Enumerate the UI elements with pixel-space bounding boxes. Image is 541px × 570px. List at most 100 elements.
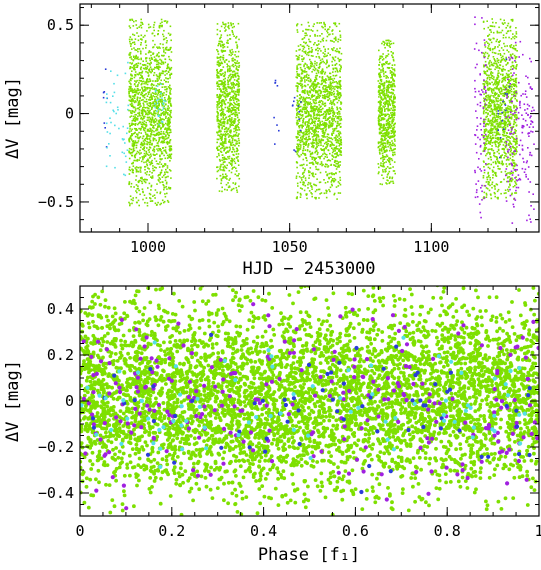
top-data-point: [169, 139, 172, 141]
top-data-point: [388, 125, 391, 127]
top-data-point: [165, 141, 168, 144]
top-data-point: [305, 112, 307, 115]
top-data-point: [223, 90, 225, 93]
top-data-point: [216, 177, 218, 180]
top-data-point: [331, 40, 334, 42]
top-data-point: [223, 86, 226, 88]
top-data-point: [486, 163, 489, 166]
top-data-point: [133, 119, 135, 122]
top-data-point: [307, 77, 309, 79]
top-data-point: [129, 103, 132, 106]
top-data-point: [321, 38, 324, 41]
top-data-point: [166, 132, 169, 134]
top-data-point: [155, 139, 157, 142]
top-data-point: [170, 109, 172, 112]
top-data-point: [331, 56, 334, 59]
top-data-point: [130, 112, 132, 114]
top-data-point: [509, 142, 512, 145]
top-data-point: [339, 76, 341, 78]
top-data-point: [498, 89, 500, 92]
top-data-point: [338, 148, 341, 151]
top-data-point: [229, 99, 231, 102]
top-data-point: [509, 105, 511, 108]
top-data-point: [236, 65, 238, 68]
top-data-point: [320, 50, 322, 52]
top-data-point: [147, 167, 149, 169]
top-data-point: [320, 162, 323, 165]
top-data-point: [307, 66, 310, 68]
top-data-point: [221, 91, 224, 94]
top-data-point: [315, 49, 317, 51]
top-data-point: [324, 94, 326, 96]
top-data-point: [320, 111, 322, 113]
top-data-point: [514, 141, 516, 143]
top-data-point: [137, 62, 140, 64]
top-data-point: [308, 171, 310, 174]
top-data-point: [500, 31, 502, 34]
top-data-point: [236, 91, 239, 93]
top-data-point: [394, 85, 396, 88]
top-data-point: [307, 126, 310, 128]
top-data-point: [230, 23, 233, 26]
top-data-point: [165, 88, 168, 91]
top-data-point: [152, 148, 155, 150]
top-data-point: [221, 157, 224, 159]
top-data-point: [302, 114, 304, 116]
top-data-point: [163, 137, 165, 140]
top-data-point: [152, 95, 154, 97]
top-data-point: [334, 22, 337, 25]
top-data-point: [138, 26, 140, 28]
top-data-point: [335, 152, 337, 155]
top-data-point: [236, 191, 239, 193]
top-data-point: [140, 76, 142, 79]
top-data-point: [230, 69, 233, 72]
top-data-point: [332, 99, 335, 102]
top-data-point: [318, 119, 320, 122]
top-data-point: [338, 60, 341, 63]
top-data-point: [310, 60, 312, 63]
top-data-point: [498, 107, 501, 109]
top-data-point: [389, 176, 391, 178]
top-data-point: [131, 133, 133, 135]
top-data-point: [386, 119, 388, 122]
top-data-point: [157, 149, 159, 152]
top-data-point: [146, 67, 149, 69]
top-data-point: [393, 138, 396, 141]
top-data-point: [300, 124, 302, 126]
top-data-point: [161, 103, 163, 105]
top-data-point: [130, 198, 133, 201]
top-data-point: [303, 37, 306, 39]
top-data-point: [324, 48, 326, 51]
top-data-point: [143, 146, 146, 148]
top-data-point: [224, 96, 227, 98]
top-data-point: [163, 92, 165, 94]
top-data-point: [148, 174, 151, 176]
top-data-point: [389, 163, 392, 166]
top-data-point: [322, 88, 324, 90]
top-data-point: [219, 165, 222, 168]
top-data-point: [313, 87, 315, 90]
top-data-point: [308, 38, 310, 41]
top-data-point: [297, 132, 299, 134]
top-data-point: [162, 83, 164, 85]
top-data-point: [216, 166, 218, 169]
top-data-point: [504, 69, 506, 71]
top-data-point: [338, 115, 340, 118]
top-data-point: [388, 98, 391, 101]
top-data-point: [156, 89, 159, 92]
top-data-point: [486, 187, 489, 190]
top-data-point: [233, 122, 236, 124]
top-data-point: [317, 136, 320, 138]
top-data-point: [135, 113, 137, 116]
top-data-point: [389, 81, 391, 84]
top-data-point: [311, 106, 314, 108]
top-data-point: [504, 170, 507, 173]
top-data-point: [330, 181, 333, 183]
top-data-point: [328, 120, 331, 122]
top-data-point: [157, 47, 159, 49]
top-data-point: [511, 177, 513, 179]
top-data-point: [137, 115, 139, 118]
top-data-point: [143, 149, 146, 152]
top-data-point: [143, 120, 146, 122]
top-data-point: [229, 141, 231, 144]
